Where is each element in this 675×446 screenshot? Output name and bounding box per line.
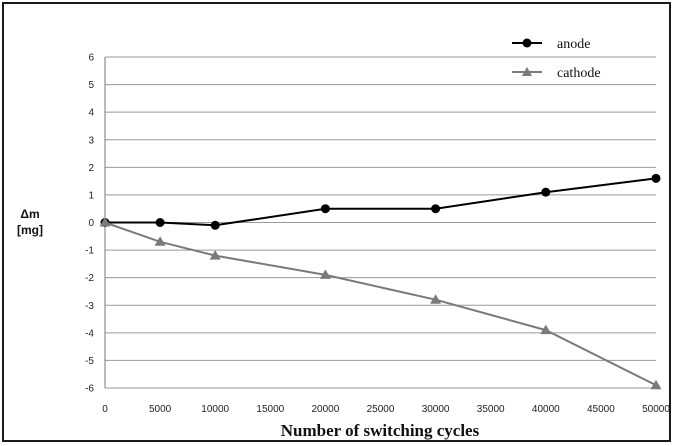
data-point-cathode bbox=[209, 250, 221, 260]
x-tick-labels: 0 5000 10000 15000 20000 25000 30000 35000 40000… bbox=[102, 404, 670, 415]
data-point-cathode bbox=[650, 379, 662, 390]
y-tick-label: -6 bbox=[85, 384, 94, 395]
legend-cathode-label: cathode bbox=[557, 66, 601, 81]
y-tick-label: -5 bbox=[85, 356, 94, 367]
data-point-anode bbox=[320, 204, 330, 214]
y-tick-label: 3 bbox=[88, 135, 94, 146]
y-tick-labels: 6 5 4 3 2 1 0 -1 -2 -3 -4 -5 -6 bbox=[85, 53, 94, 395]
x-tick-label: 25000 bbox=[367, 404, 395, 415]
data-point-anode bbox=[651, 173, 661, 183]
series-line-anode bbox=[105, 177, 657, 227]
data-point-anode bbox=[155, 218, 165, 227]
x-tick-label: 45000 bbox=[587, 404, 615, 415]
data-point-cathode bbox=[540, 324, 552, 335]
legend: anode cathode bbox=[512, 37, 601, 81]
y-tick-label: 5 bbox=[88, 80, 94, 91]
data-point-anode bbox=[541, 187, 551, 197]
x-tick-label: 20000 bbox=[311, 404, 339, 415]
y-tick-label: -3 bbox=[85, 301, 94, 312]
plot-series bbox=[99, 173, 662, 390]
y-tick-label: 2 bbox=[88, 163, 94, 174]
x-axis-label: Number of switching cycles bbox=[281, 421, 480, 440]
y-tick-label: 6 bbox=[88, 53, 94, 64]
data-point-cathode bbox=[430, 294, 442, 304]
y-tick-label: 1 bbox=[88, 190, 94, 201]
y-axis-label-line1: Δm bbox=[20, 207, 39, 221]
x-tick-label: 15000 bbox=[256, 404, 284, 415]
legend-cathode-marker bbox=[522, 67, 532, 76]
data-point-cathode bbox=[319, 269, 331, 279]
y-tick-label: -1 bbox=[85, 246, 94, 257]
y-tick-label: 4 bbox=[88, 108, 94, 119]
x-tick-label: 35000 bbox=[477, 404, 505, 415]
x-tick-label: 40000 bbox=[532, 404, 560, 415]
legend-anode-label: anode bbox=[557, 37, 590, 52]
y-tick-label: 0 bbox=[88, 218, 94, 229]
x-tick-label: 0 bbox=[102, 404, 108, 415]
data-point-cathode bbox=[99, 217, 111, 227]
y-tick-label: -4 bbox=[85, 328, 94, 339]
x-tick-label: 10000 bbox=[201, 404, 229, 415]
grid bbox=[104, 56, 656, 389]
x-tick-label: 50000 bbox=[642, 404, 670, 415]
data-point-cathode bbox=[154, 236, 166, 246]
data-point-anode bbox=[210, 220, 220, 230]
y-tick-label: -2 bbox=[85, 273, 94, 284]
data-point-anode bbox=[431, 204, 441, 214]
y-axis-label-line2: [mg] bbox=[17, 223, 43, 237]
legend-anode-marker bbox=[522, 38, 532, 48]
x-tick-label: 5000 bbox=[149, 404, 172, 415]
x-tick-label: 30000 bbox=[422, 404, 450, 415]
